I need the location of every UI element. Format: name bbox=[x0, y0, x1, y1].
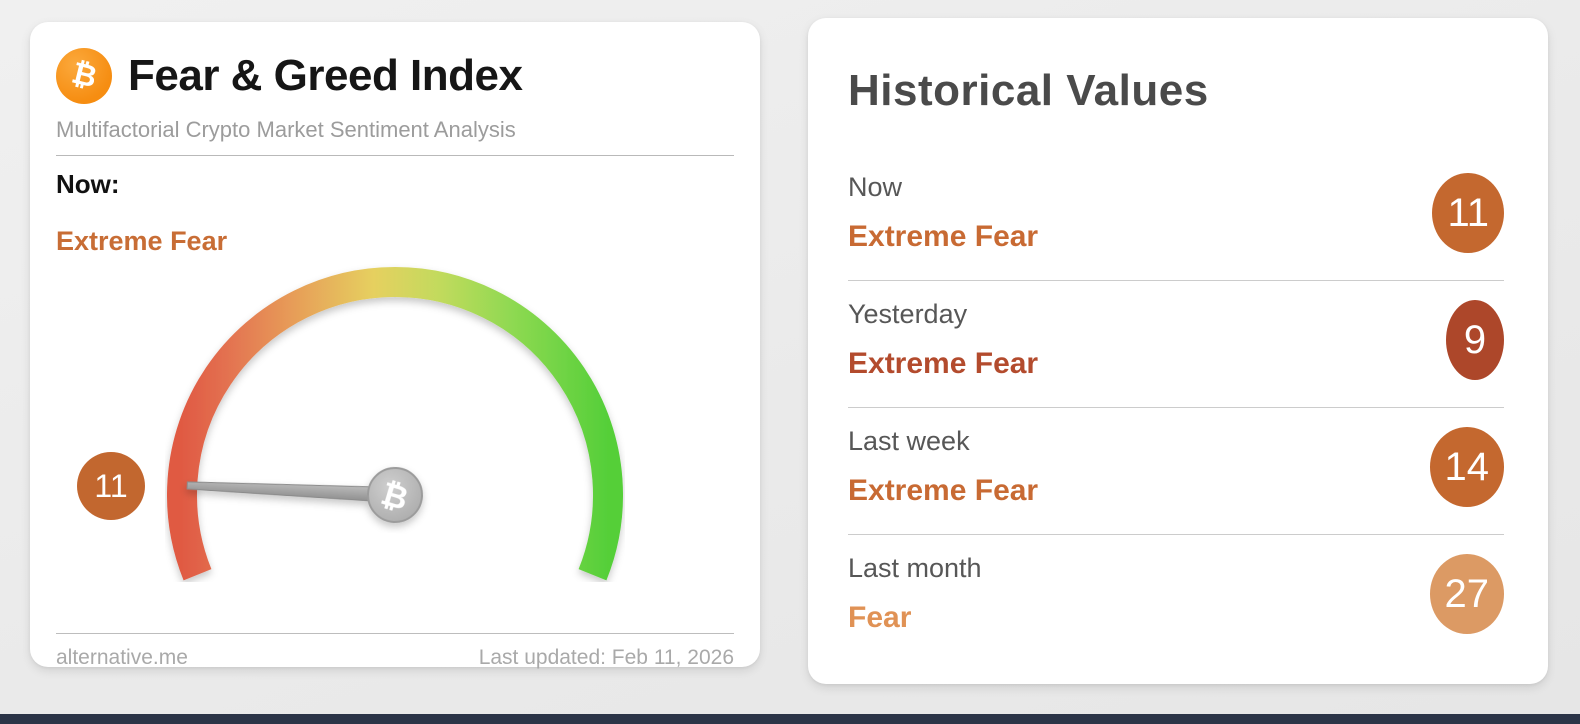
gauge-chart: ₿ bbox=[167, 267, 623, 581]
history-row-value: Extreme Fear bbox=[848, 474, 1039, 507]
gauge: ₿ 11 bbox=[56, 252, 734, 597]
historical-rows: Now Extreme Fear 11 Yesterday Extreme Fe… bbox=[848, 154, 1504, 661]
source-link[interactable]: alternative.me bbox=[56, 646, 188, 669]
history-row-label: Yesterday bbox=[848, 299, 968, 329]
historical-title: Historical Values bbox=[848, 66, 1209, 115]
page-title: Fear & Greed Index bbox=[128, 51, 523, 100]
history-value-badge: 14 bbox=[1429, 427, 1504, 507]
fear-greed-header: ₿ Fear & Greed Index bbox=[56, 48, 734, 104]
bitcoin-glyph: ₿ bbox=[68, 55, 101, 96]
history-value-badge: 27 bbox=[1429, 554, 1504, 634]
gauge-needle: ₿ bbox=[186, 467, 423, 523]
history-row-label: Last month bbox=[848, 553, 982, 583]
history-value-badge: 11 bbox=[1432, 173, 1504, 253]
gauge-arc bbox=[167, 267, 623, 581]
gauge-value-badge: 11 bbox=[77, 452, 145, 520]
history-row-now: Now Extreme Fear 11 bbox=[848, 154, 1504, 281]
bottom-bar bbox=[0, 714, 1580, 724]
footer-divider bbox=[56, 633, 734, 634]
footer: alternative.me Last updated: Feb 11, 202… bbox=[56, 646, 734, 670]
history-row-value: Fear bbox=[848, 601, 912, 634]
history-row-label: Last week bbox=[848, 426, 970, 456]
now-label: Now: bbox=[56, 169, 120, 199]
now-value: Extreme Fear bbox=[56, 226, 228, 256]
history-row-last-week: Last week Extreme Fear 14 bbox=[848, 408, 1504, 535]
historical-values-card: Historical Values Now Extreme Fear 11 Ye… bbox=[808, 18, 1548, 684]
gauge-hub bbox=[367, 467, 423, 523]
last-updated: Last updated: Feb 11, 2026 bbox=[478, 646, 734, 669]
bitcoin-icon: ₿ bbox=[56, 48, 112, 104]
history-row-value: Extreme Fear bbox=[848, 347, 1039, 380]
subtitle: Multifactorial Crypto Market Sentiment A… bbox=[56, 117, 516, 142]
header-divider bbox=[56, 155, 734, 156]
history-row-label: Now bbox=[848, 172, 903, 202]
fear-greed-card: ₿ Fear & Greed Index Multifactorial Cryp… bbox=[30, 22, 760, 670]
history-value-badge: 9 bbox=[1446, 300, 1504, 380]
history-row-last-month: Last month Fear 27 bbox=[848, 535, 1504, 661]
history-row-yesterday: Yesterday Extreme Fear 9 bbox=[848, 281, 1504, 408]
history-row-value: Extreme Fear bbox=[848, 220, 1039, 253]
